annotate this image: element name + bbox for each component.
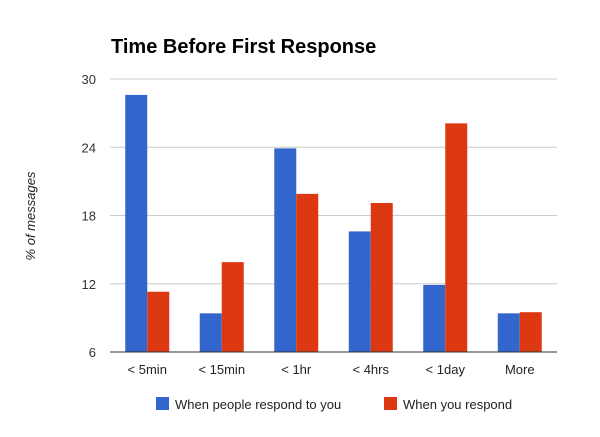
legend-swatch [384, 397, 397, 410]
bar-people-respond [199, 313, 222, 352]
bar-you-respond [147, 291, 170, 352]
x-tick-label: < 1day [426, 362, 466, 377]
chart-title: Time Before First Response [111, 36, 376, 58]
bar-people-respond [423, 284, 446, 352]
bar-people-respond [274, 148, 297, 352]
legend-swatch [156, 397, 169, 410]
legend-label: When people respond to you [175, 397, 341, 412]
bar-people-respond [497, 313, 520, 352]
y-tick-label: 24 [82, 140, 96, 155]
bar-you-respond [296, 193, 319, 352]
x-tick-label: < 5min [128, 362, 167, 377]
legend: When people respond to you When you respo… [156, 397, 512, 412]
x-tick-label: < 1hr [281, 362, 312, 377]
bar-people-respond [125, 94, 148, 353]
x-tick-label: More [505, 362, 535, 377]
bar-people-respond [348, 231, 371, 352]
y-axis-ticks: 6 12 18 24 30 [82, 72, 96, 360]
x-tick-label: < 15min [198, 362, 245, 377]
gridlines [110, 78, 557, 353]
bars [125, 94, 542, 353]
y-tick-label: 30 [82, 72, 96, 87]
bar-you-respond [370, 202, 393, 352]
bar-you-respond [445, 123, 468, 352]
bar-you-respond [221, 262, 244, 352]
y-axis-label: % of messages [23, 171, 38, 260]
bar-you-respond [519, 312, 542, 352]
x-tick-label: < 4hrs [353, 362, 390, 377]
y-tick-label: 6 [89, 345, 96, 360]
y-tick-label: 12 [82, 277, 96, 292]
y-tick-label: 18 [82, 209, 96, 224]
x-axis-ticks: < 5min < 15min < 1hr < 4hrs < 1day More [128, 362, 535, 377]
legend-label: When you respond [403, 397, 512, 412]
